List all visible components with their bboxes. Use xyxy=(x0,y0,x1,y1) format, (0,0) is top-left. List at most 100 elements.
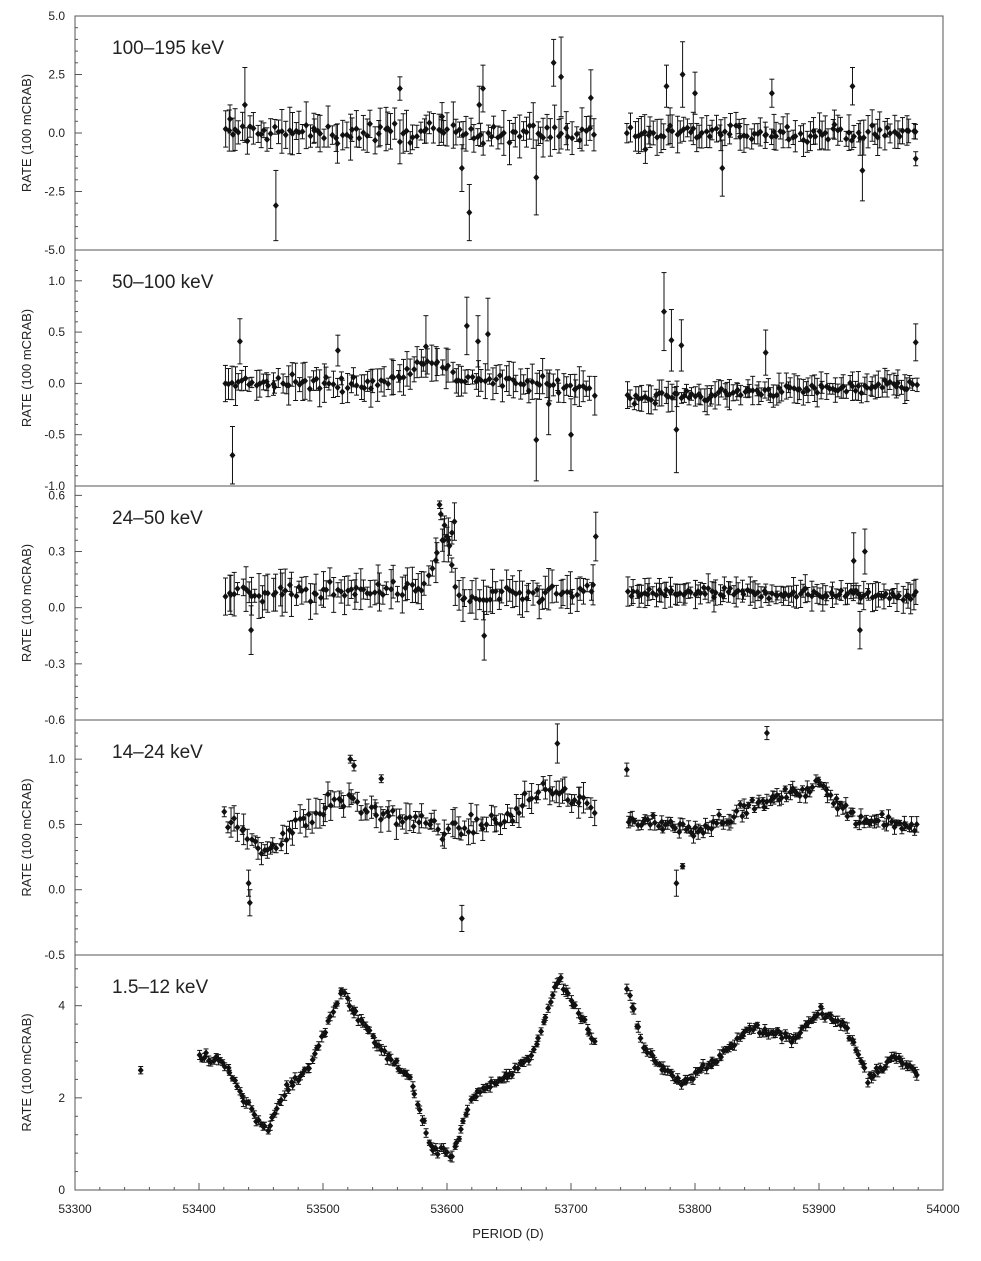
y-tick-label: 1.0 xyxy=(48,274,65,288)
data-point xyxy=(882,589,889,599)
data-point xyxy=(790,577,797,608)
data-point xyxy=(475,315,481,368)
data-marker xyxy=(698,129,705,137)
data-marker xyxy=(758,391,765,399)
data-point xyxy=(366,109,373,138)
data-point xyxy=(414,346,421,379)
data-marker xyxy=(855,382,862,390)
data-marker xyxy=(525,588,532,596)
data-marker xyxy=(371,588,378,596)
data-point xyxy=(473,804,480,835)
data-point xyxy=(658,379,665,407)
data-point xyxy=(503,569,510,607)
data-marker xyxy=(403,127,410,135)
data-marker xyxy=(338,374,345,382)
data-marker xyxy=(488,811,495,819)
data-point xyxy=(292,810,299,830)
data-point xyxy=(277,568,284,607)
data-marker xyxy=(458,914,465,922)
data-point xyxy=(735,582,742,600)
data-point xyxy=(535,784,542,801)
data-point xyxy=(488,126,495,147)
data-marker xyxy=(406,813,413,821)
data-point xyxy=(520,374,527,395)
data-marker xyxy=(461,824,468,832)
data-point xyxy=(302,361,309,400)
data-point xyxy=(790,129,797,146)
data-point xyxy=(673,380,680,408)
data-marker xyxy=(780,128,787,136)
data-marker xyxy=(703,128,710,136)
data-point xyxy=(461,589,468,608)
data-marker xyxy=(416,818,423,826)
data-point xyxy=(437,507,444,521)
data-marker xyxy=(404,580,411,588)
data-marker xyxy=(390,578,397,586)
data-marker xyxy=(409,133,416,141)
data-point xyxy=(306,1063,313,1073)
data-marker xyxy=(705,584,712,592)
data-point xyxy=(367,579,374,608)
data-marker xyxy=(743,132,750,140)
data-marker xyxy=(390,373,397,381)
data-marker xyxy=(303,121,310,129)
data-marker xyxy=(651,819,658,827)
data-point xyxy=(751,123,758,145)
data-marker xyxy=(423,125,430,133)
data-marker xyxy=(849,382,856,390)
data-marker xyxy=(383,584,390,592)
data-point xyxy=(234,582,241,596)
data-point xyxy=(555,382,562,403)
data-marker xyxy=(787,384,794,392)
data-marker xyxy=(430,124,437,132)
data-marker xyxy=(627,394,634,402)
data-marker xyxy=(399,591,406,599)
data-point xyxy=(354,791,361,812)
data-marker xyxy=(631,817,638,825)
data-marker xyxy=(483,821,490,829)
data-point xyxy=(545,568,552,611)
data-point xyxy=(763,126,770,143)
data-point xyxy=(842,797,849,814)
data-marker xyxy=(843,388,850,396)
data-point xyxy=(376,572,383,612)
data-marker xyxy=(226,1069,233,1077)
data-marker xyxy=(338,797,345,805)
data-marker xyxy=(843,135,850,143)
data-point xyxy=(440,120,447,146)
data-marker xyxy=(258,130,265,138)
data-point xyxy=(470,821,477,844)
data-point xyxy=(692,71,698,115)
data-marker xyxy=(535,788,542,796)
data-marker xyxy=(334,347,341,355)
data-point xyxy=(341,575,348,616)
data-point xyxy=(768,78,775,108)
data-point xyxy=(445,823,452,834)
data-marker xyxy=(806,788,813,796)
data-marker xyxy=(461,594,468,602)
data-point xyxy=(627,389,634,408)
data-marker xyxy=(248,378,255,386)
data-marker xyxy=(317,594,324,602)
data-point xyxy=(884,117,891,138)
data-marker xyxy=(245,879,252,887)
data-point xyxy=(338,579,345,604)
data-marker xyxy=(912,128,919,136)
data-marker xyxy=(822,129,829,137)
data-marker xyxy=(661,308,667,316)
data-marker xyxy=(435,825,442,833)
data-point xyxy=(255,836,262,860)
data-series xyxy=(222,500,919,661)
data-point xyxy=(763,726,770,741)
data-marker xyxy=(630,588,637,596)
data-point xyxy=(529,363,536,400)
data-marker xyxy=(642,145,649,153)
data-point xyxy=(388,569,395,610)
data-point xyxy=(659,825,666,834)
data-marker xyxy=(348,380,355,388)
data-point xyxy=(305,798,312,830)
data-point xyxy=(545,372,552,436)
data-point xyxy=(579,107,586,152)
data-point xyxy=(523,116,530,148)
